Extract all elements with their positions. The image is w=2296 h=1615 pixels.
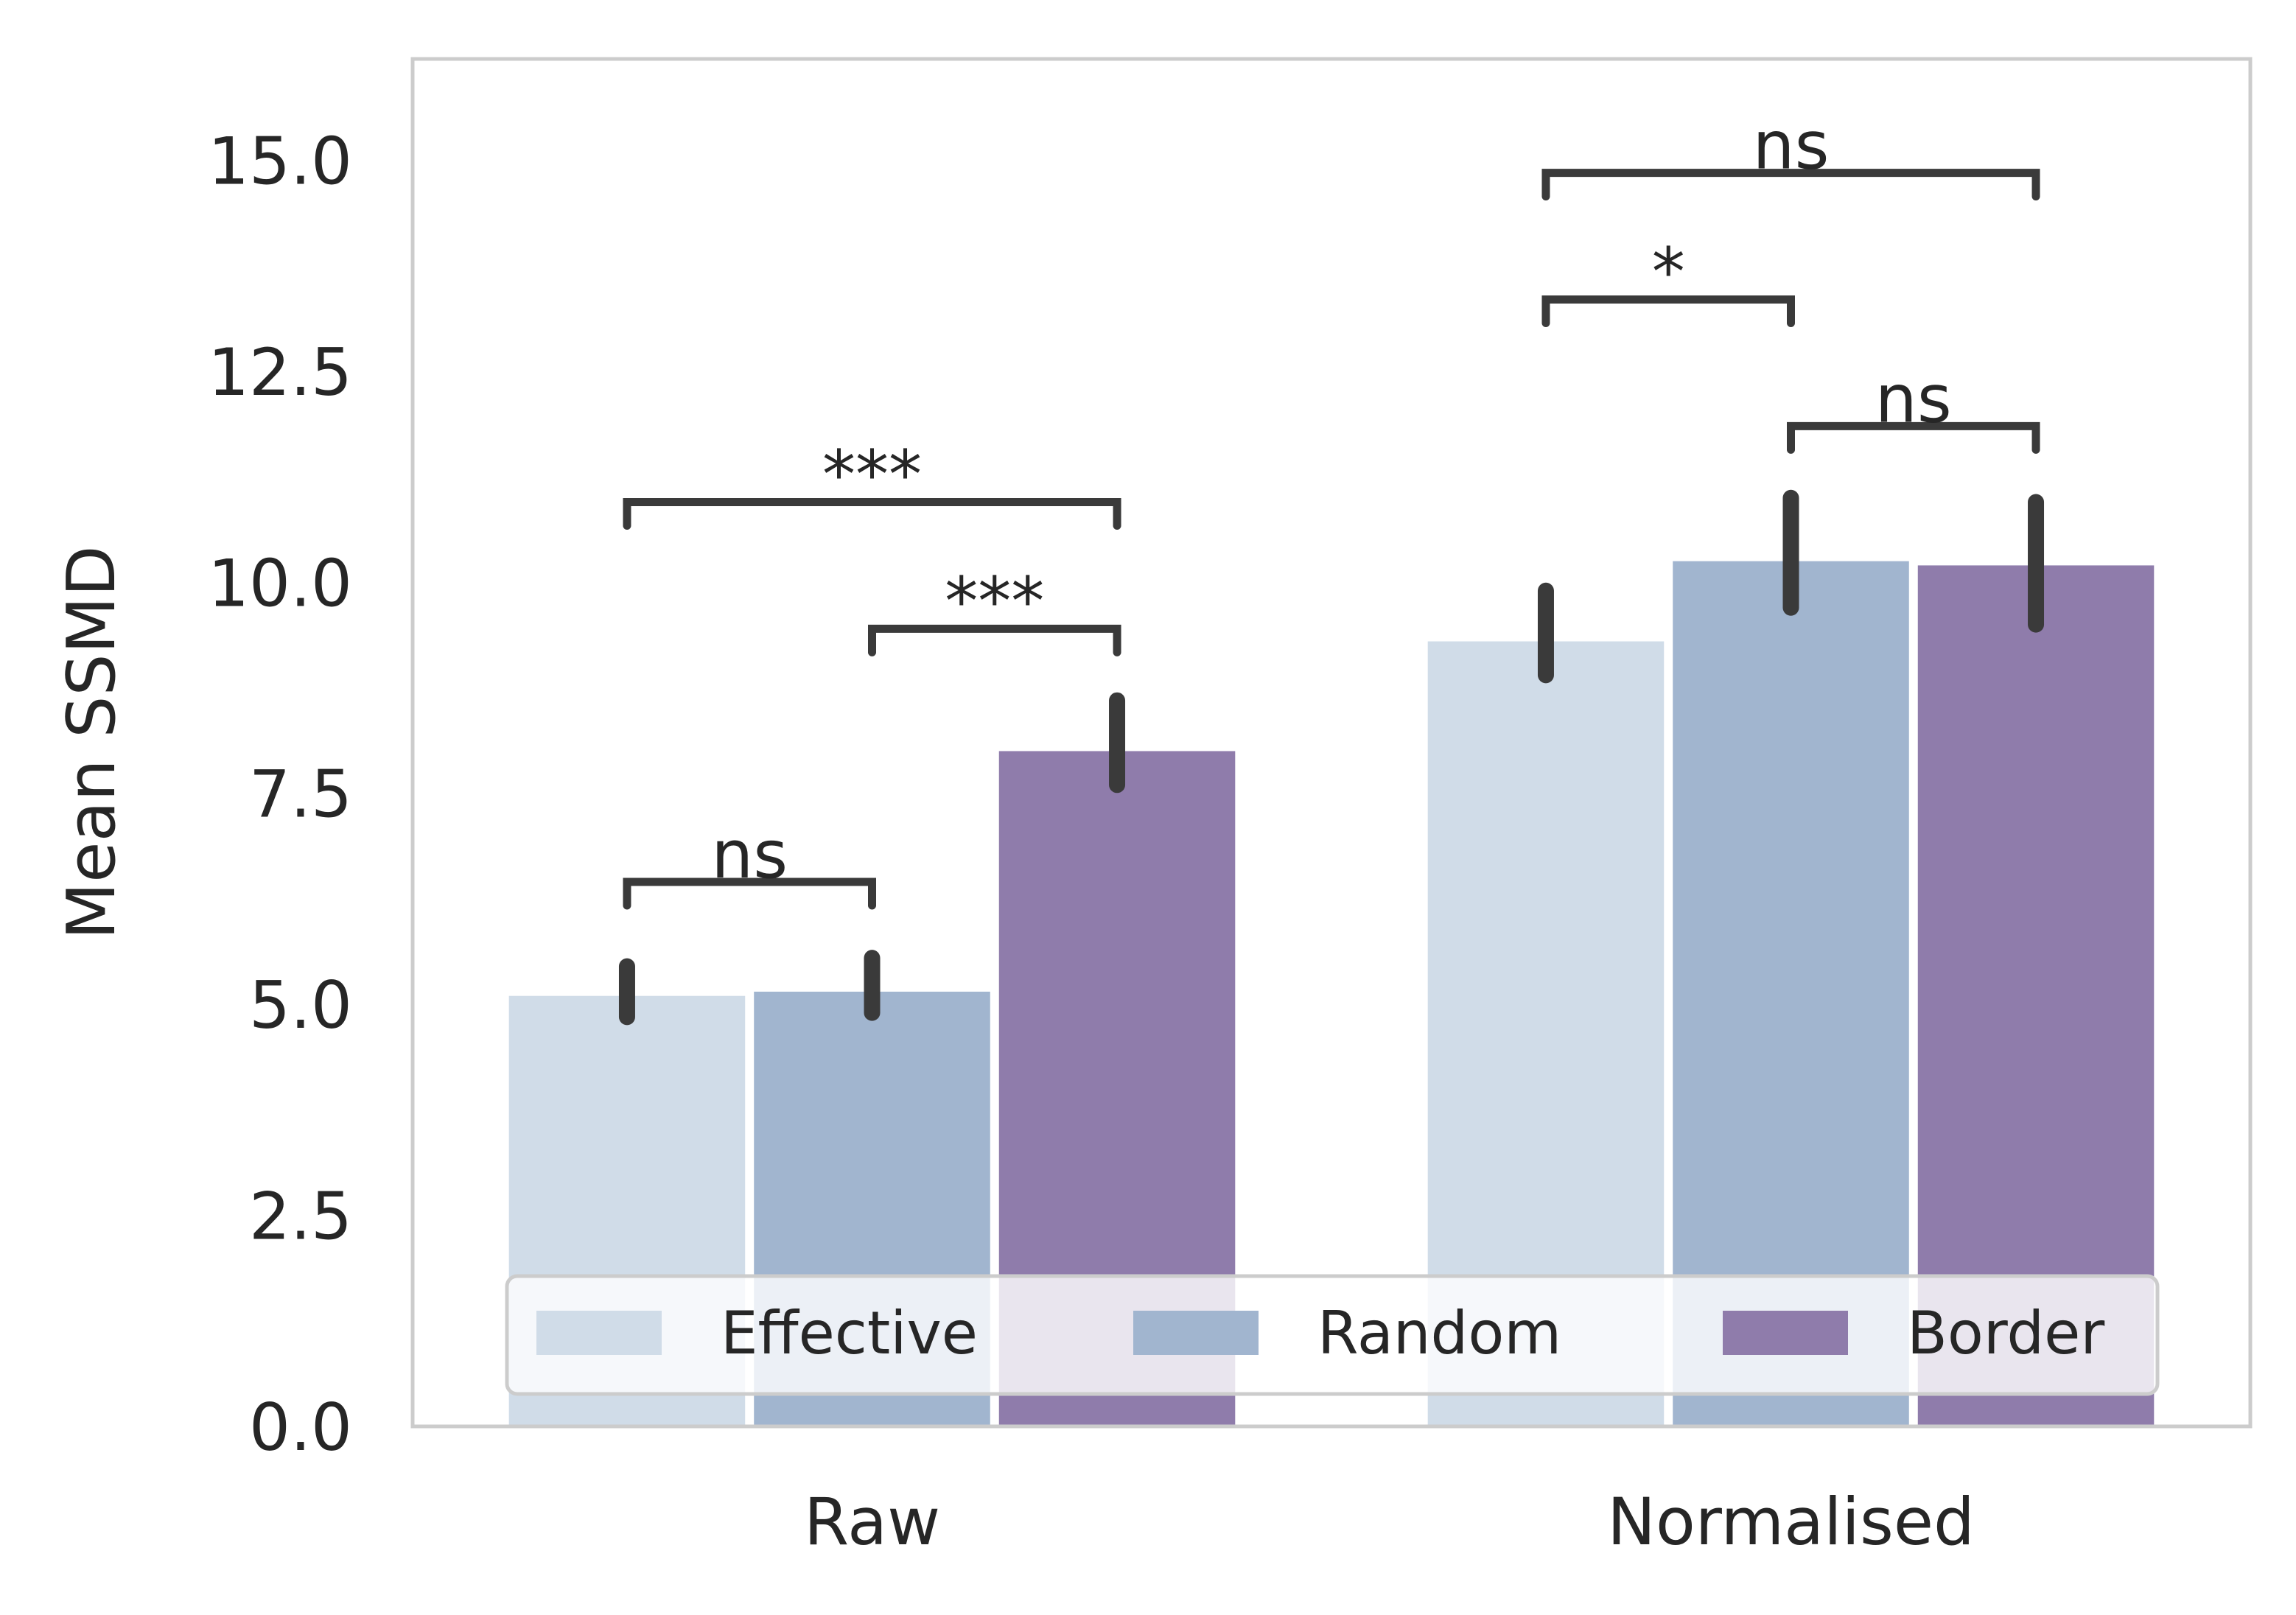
error-bars-layer bbox=[618, 489, 2045, 1026]
significance-bracket bbox=[868, 624, 1121, 656]
significance-label: *** bbox=[822, 436, 922, 514]
significance-bracket bbox=[623, 877, 876, 910]
y-tick-label: 5.0 bbox=[249, 967, 352, 1043]
x-tick-label: Normalised bbox=[1607, 1484, 1975, 1560]
significance-label: ns bbox=[1753, 108, 1830, 185]
significance-bracket bbox=[623, 497, 1121, 530]
x-tick-label: Raw bbox=[804, 1484, 940, 1560]
significance-label: *** bbox=[945, 563, 1044, 640]
legend-label-effective: Effective bbox=[721, 1299, 978, 1367]
legend-frame bbox=[505, 1274, 2160, 1396]
y-tick-label: 10.0 bbox=[208, 545, 352, 621]
significance-label: ns bbox=[711, 816, 788, 894]
legend: Effective Random Border bbox=[505, 1274, 2160, 1396]
significance-label: ns bbox=[1875, 360, 1952, 438]
significance-bracket bbox=[1787, 421, 2040, 454]
x-axis-ticks: Raw Normalised bbox=[804, 1484, 1975, 1560]
legend-label-random: Random bbox=[1317, 1299, 1561, 1367]
y-axis-ticks: 0.0 2.5 5.0 7.5 10.0 12.5 15.0 bbox=[208, 123, 352, 1465]
legend-swatch-random bbox=[1133, 1311, 1259, 1355]
significance-annotations: ns *** *** ns * ns bbox=[623, 108, 2040, 910]
significance-bracket bbox=[1541, 169, 2040, 201]
y-tick-label: 0.0 bbox=[249, 1390, 352, 1465]
legend-label-border: Border bbox=[1907, 1299, 2104, 1367]
y-tick-label: 15.0 bbox=[208, 123, 352, 199]
significance-bracket bbox=[1541, 295, 1795, 328]
y-tick-label: 7.5 bbox=[249, 757, 352, 833]
significance-label: * bbox=[1652, 234, 1685, 312]
y-axis-label: Mean SSMD bbox=[53, 545, 130, 939]
legend-swatch-effective bbox=[536, 1311, 662, 1355]
y-tick-label: 12.5 bbox=[208, 334, 352, 410]
legend-swatch-border bbox=[1723, 1311, 1848, 1355]
plot-frame bbox=[410, 57, 2253, 1429]
y-tick-label: 2.5 bbox=[249, 1179, 352, 1255]
